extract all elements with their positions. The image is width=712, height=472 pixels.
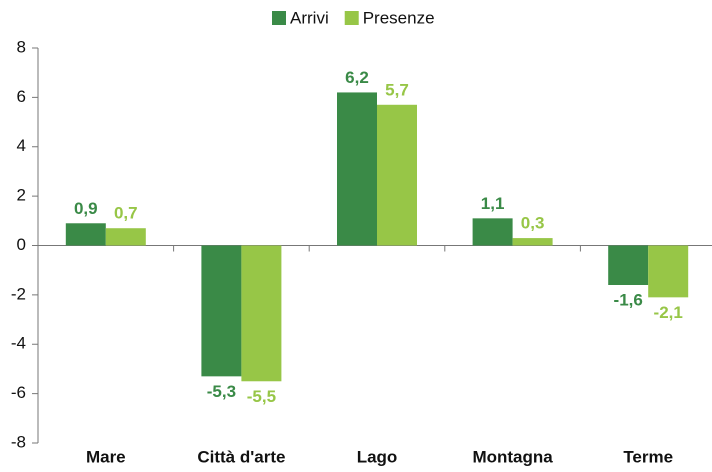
- y-tick-label: 6: [17, 87, 26, 106]
- x-tick-label: Lago: [357, 447, 398, 466]
- data-label: -5,3: [207, 382, 236, 401]
- data-label: 0,7: [114, 204, 138, 223]
- bar: [648, 245, 689, 298]
- data-label: 5,7: [385, 80, 409, 99]
- data-label: 6,2: [345, 68, 369, 87]
- bar: [512, 238, 553, 246]
- data-label: 1,1: [481, 194, 505, 213]
- bar: [105, 228, 146, 246]
- y-tick-label: -2: [11, 284, 26, 303]
- data-label: -2,1: [654, 303, 683, 322]
- data-label: -5,5: [247, 387, 276, 406]
- bar: [201, 245, 242, 377]
- y-tick-label: -8: [11, 432, 26, 451]
- y-tick-label: -4: [11, 334, 26, 353]
- bar: [65, 223, 106, 246]
- x-tick-label: Terme: [623, 447, 673, 466]
- data-label: -1,6: [614, 290, 643, 309]
- bar: [472, 218, 513, 246]
- legend-swatch: [344, 11, 359, 25]
- y-tick-label: 8: [17, 37, 26, 56]
- bar: [337, 92, 377, 246]
- x-tick-label: Città d'arte: [197, 447, 285, 466]
- bar: [608, 245, 649, 285]
- legend-label: Arrivi: [290, 8, 329, 27]
- data-label: 0,3: [521, 214, 545, 233]
- bar: [377, 104, 417, 246]
- y-tick-label: 2: [17, 186, 26, 205]
- bar: [241, 245, 282, 382]
- y-tick-label: 4: [17, 136, 26, 155]
- x-tick-label: Montagna: [472, 447, 553, 466]
- x-tick-label: Mare: [86, 447, 126, 466]
- y-tick-label: 0: [17, 235, 26, 254]
- y-tick-label: -6: [11, 383, 26, 402]
- legend-swatch: [272, 11, 286, 25]
- data-label: 0,9: [74, 199, 98, 218]
- legend-label: Presenze: [363, 8, 435, 27]
